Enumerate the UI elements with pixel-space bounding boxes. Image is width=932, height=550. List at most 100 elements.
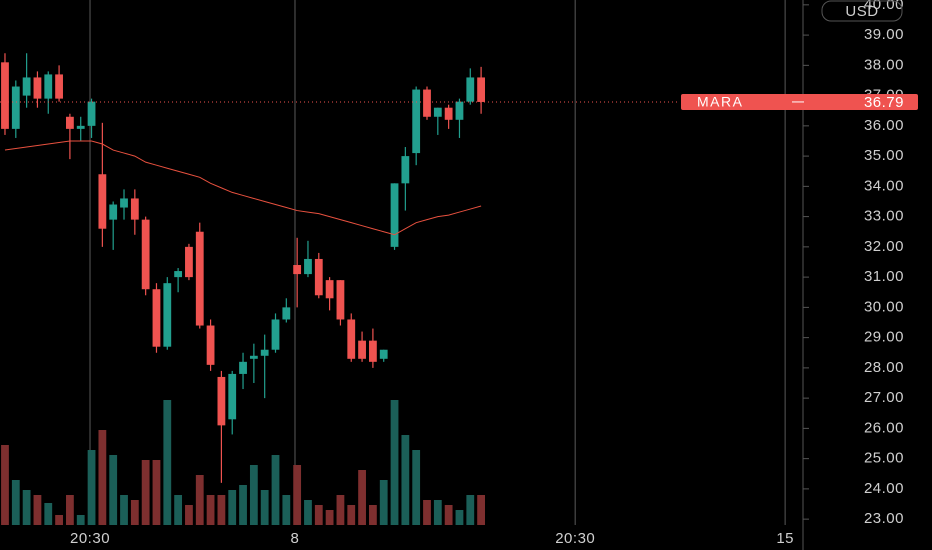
volume-bar xyxy=(401,435,410,525)
candle-body xyxy=(401,156,410,184)
volume-bar xyxy=(217,495,226,525)
last-price-label: 36.79 xyxy=(864,94,904,111)
candle-body xyxy=(87,101,96,126)
volume-bar xyxy=(304,500,312,525)
candle-body xyxy=(325,280,334,299)
volume-bar xyxy=(433,500,442,525)
volume-bar xyxy=(87,450,96,525)
y-tick-label: 38.00 xyxy=(864,56,904,73)
candle-body xyxy=(249,355,258,359)
volume-bar xyxy=(120,495,128,525)
y-tick-label: 33.00 xyxy=(864,208,904,225)
candle-body xyxy=(304,258,312,275)
volume-bar xyxy=(1,445,9,525)
volume-bar xyxy=(282,495,291,525)
y-tick-label: 27.00 xyxy=(864,389,904,406)
volume-bar xyxy=(347,505,356,525)
grid xyxy=(89,0,786,525)
x-tick-label: 20:30 xyxy=(70,530,110,547)
candle-body xyxy=(379,349,388,359)
candle-body xyxy=(358,340,366,359)
volume-bar xyxy=(22,490,31,525)
candle-body xyxy=(109,204,118,220)
candle-body xyxy=(477,77,485,102)
x-tick-label: 15 xyxy=(776,530,794,547)
volume-bar xyxy=(412,450,421,525)
volume-bar xyxy=(76,515,85,525)
y-tick-label: 28.00 xyxy=(864,359,904,376)
x-tick-label: 20:30 xyxy=(555,530,595,547)
candle-body xyxy=(282,307,291,320)
volume-bar xyxy=(390,400,399,525)
x-tick-label: 8 xyxy=(291,530,300,547)
volume-bar xyxy=(293,465,302,525)
y-tick-label: 36.00 xyxy=(864,117,904,134)
candle-body xyxy=(130,198,139,220)
volume-bar xyxy=(444,505,453,525)
volume-bar xyxy=(314,505,323,525)
volume-bar xyxy=(98,430,107,525)
candle-body xyxy=(141,219,150,290)
currency-button[interactable] xyxy=(821,0,903,22)
candle-body xyxy=(293,265,302,275)
volume-bar xyxy=(206,495,215,525)
candle-body xyxy=(22,77,31,96)
y-tick-label: 24.00 xyxy=(864,480,904,497)
volume-bar xyxy=(368,505,377,525)
volume-bar xyxy=(174,495,183,525)
volume-bar xyxy=(185,505,193,525)
symbol-label: MARA xyxy=(697,94,743,110)
y-tick-label: 32.00 xyxy=(864,238,904,255)
volume-bar xyxy=(130,500,139,525)
candle-body xyxy=(314,258,323,296)
candle-body xyxy=(152,289,161,347)
y-tick-label: 39.00 xyxy=(864,26,904,43)
volume-bar xyxy=(163,400,172,525)
y-tick-label: 31.00 xyxy=(864,268,904,285)
volume-bar xyxy=(109,455,118,525)
volume-bar xyxy=(33,495,42,525)
candle-body xyxy=(1,62,9,129)
candle-body xyxy=(271,319,280,350)
candle-body xyxy=(185,246,193,278)
candle-body xyxy=(44,74,53,99)
candle-body xyxy=(66,116,74,129)
candle-body xyxy=(120,198,128,208)
volume-bar xyxy=(44,503,53,525)
candle-body xyxy=(217,376,226,426)
volume-bar xyxy=(11,480,20,525)
volume-bar xyxy=(455,510,464,525)
y-tick-label: 34.00 xyxy=(864,177,904,194)
axis-layer: 20:30 8 20:30 15 23.00 24.00 25.00 26.00 27.00 28… xyxy=(70,0,918,547)
candle-body xyxy=(368,340,377,362)
currency-label[interactable]: USD xyxy=(845,3,878,20)
volume-bar xyxy=(336,495,345,525)
y-tick-label: 40.00 xyxy=(864,0,904,13)
candle-layer xyxy=(0,53,680,483)
y-tick-label: 26.00 xyxy=(864,419,904,436)
candle-body xyxy=(174,271,183,278)
volume-bar xyxy=(239,485,247,525)
candle-body xyxy=(11,86,20,129)
candle-body xyxy=(260,349,269,356)
volume-bar xyxy=(141,460,150,525)
candle-body xyxy=(195,231,204,326)
candle-body xyxy=(228,373,237,420)
volume-bar xyxy=(260,490,269,525)
candle-body xyxy=(239,361,247,374)
candle-body xyxy=(444,107,453,120)
volume-bar xyxy=(325,510,334,525)
volume-layer xyxy=(1,400,485,525)
candle-body xyxy=(55,74,63,99)
volume-bar xyxy=(195,475,204,525)
moving-average xyxy=(4,140,482,236)
y-tick-label: 25.00 xyxy=(864,450,904,467)
y-tick-label: 29.00 xyxy=(864,329,904,346)
candle-body xyxy=(98,174,107,229)
volume-bar xyxy=(271,455,280,525)
candle-body xyxy=(76,125,85,129)
candle-body xyxy=(423,89,431,117)
volume-bar xyxy=(358,470,366,525)
